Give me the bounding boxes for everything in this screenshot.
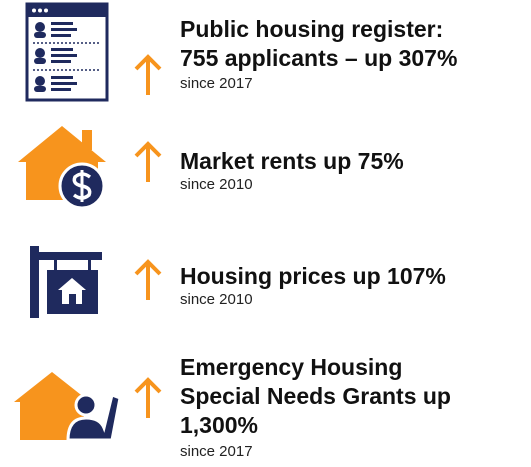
headline: Public housing register: 755 applicants …: [180, 15, 457, 73]
grant-icon: [14, 372, 122, 442]
headline: Emergency Housing Special Needs Grants u…: [180, 353, 451, 440]
headline-line: Public housing register:: [180, 16, 444, 42]
since: since 2010: [180, 291, 253, 308]
rent-icon: [18, 126, 106, 210]
headline: Housing prices up 107%: [180, 262, 446, 291]
headline-line: 755 applicants – up 307%: [180, 45, 458, 71]
price-icon: [30, 246, 102, 318]
since: since 2017: [180, 443, 253, 460]
headline-line: Housing prices up 107%: [180, 263, 446, 289]
since: since 2017: [180, 75, 253, 92]
headline-line: Market rents up 75%: [180, 148, 404, 174]
register-icon: [25, 2, 109, 102]
headline-line: Emergency Housing: [180, 354, 403, 380]
since: since 2010: [180, 176, 253, 193]
up-arrows: [134, 54, 162, 418]
headline-line: 1,300%: [180, 412, 259, 438]
headline: Market rents up 75%: [180, 147, 404, 176]
headline-line: Special Needs Grants up: [180, 383, 451, 409]
